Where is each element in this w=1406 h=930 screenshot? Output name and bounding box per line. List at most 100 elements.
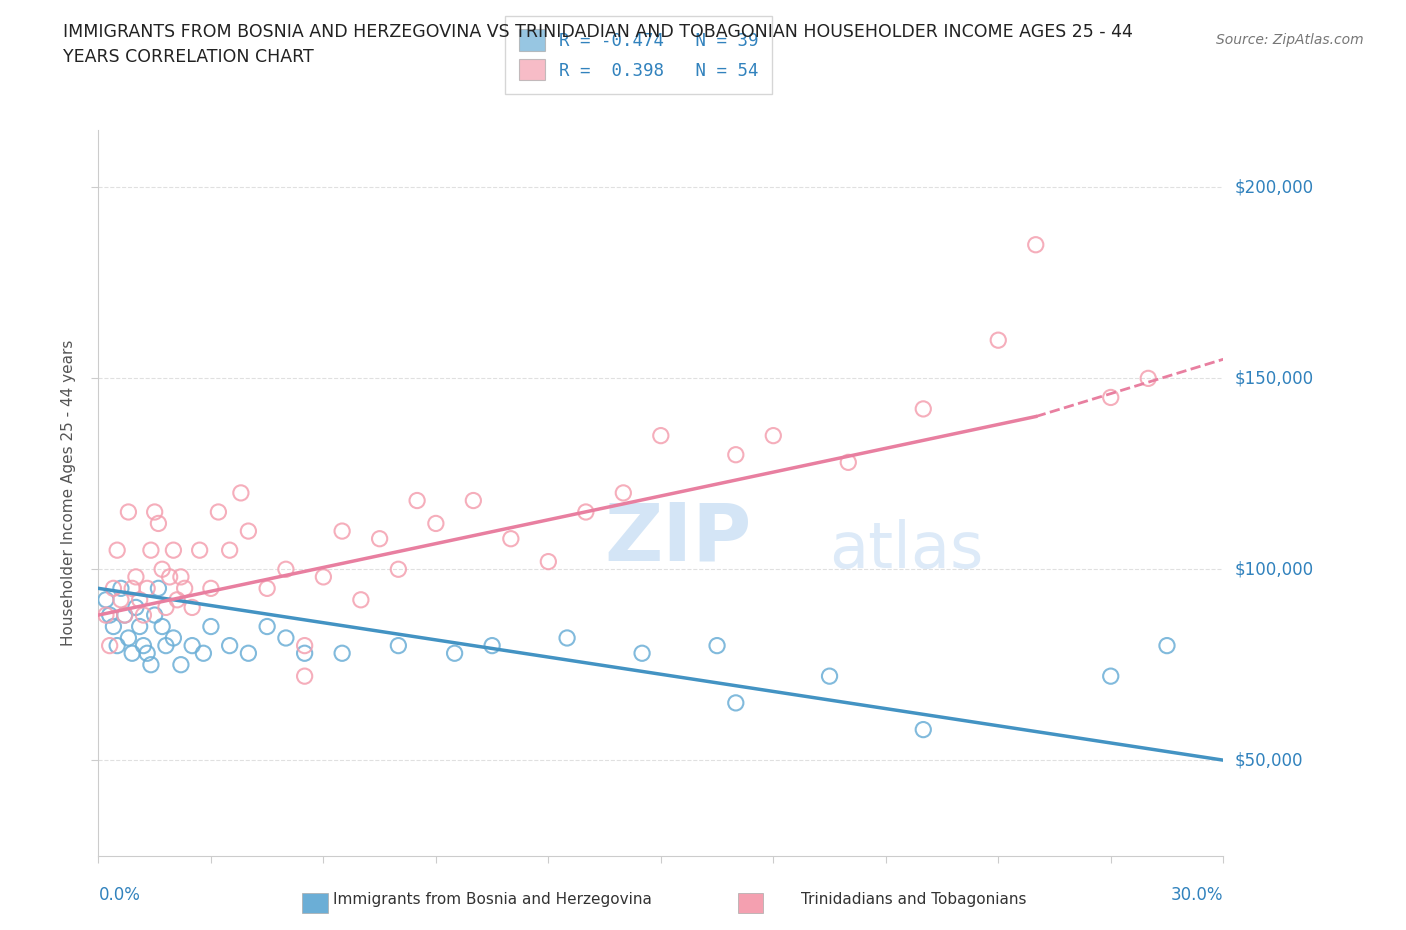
Point <box>724 447 747 462</box>
Point <box>406 493 429 508</box>
Point <box>181 638 204 653</box>
Point <box>1025 237 1047 252</box>
Point <box>200 581 222 596</box>
Text: ZIP: ZIP <box>605 499 752 578</box>
Point <box>387 562 409 577</box>
Point <box>443 645 465 660</box>
Point <box>143 505 166 520</box>
Point <box>132 607 155 622</box>
Point <box>207 505 229 520</box>
Text: 30.0%: 30.0% <box>1171 886 1223 904</box>
Point <box>128 592 150 607</box>
Point <box>294 669 316 684</box>
Point <box>631 645 654 660</box>
Point <box>188 543 211 558</box>
Point <box>125 569 148 584</box>
Text: IMMIGRANTS FROM BOSNIA AND HERZEGOVINA VS TRINIDADIAN AND TOBAGONIAN HOUSEHOLDER: IMMIGRANTS FROM BOSNIA AND HERZEGOVINA V… <box>63 23 1133 41</box>
Point <box>387 638 409 653</box>
Point <box>274 631 297 645</box>
Point <box>294 645 316 660</box>
Point <box>555 631 578 645</box>
Point <box>193 645 215 660</box>
Point <box>114 607 136 622</box>
Point <box>425 516 447 531</box>
Point <box>330 645 353 660</box>
Point <box>238 524 260 538</box>
Point <box>94 592 117 607</box>
Point <box>612 485 634 500</box>
Point <box>155 638 177 653</box>
Point <box>1156 638 1178 653</box>
Point <box>818 669 841 684</box>
Point <box>132 638 155 653</box>
Point <box>103 619 125 634</box>
Point <box>218 543 240 558</box>
Point <box>105 638 128 653</box>
Point <box>121 645 143 660</box>
Text: atlas: atlas <box>830 519 984 581</box>
Text: $50,000: $50,000 <box>1234 751 1303 769</box>
Point <box>200 619 222 634</box>
Text: $100,000: $100,000 <box>1234 560 1313 578</box>
Point <box>238 645 260 660</box>
Point <box>1099 669 1122 684</box>
Text: $200,000: $200,000 <box>1234 179 1313 196</box>
Point <box>136 581 159 596</box>
Text: $150,000: $150,000 <box>1234 369 1313 388</box>
Point <box>256 581 278 596</box>
Point <box>294 638 316 653</box>
Point <box>121 581 143 596</box>
Point <box>110 581 132 596</box>
Point <box>1099 390 1122 405</box>
Point <box>170 569 193 584</box>
Point <box>575 505 598 520</box>
Point <box>537 554 560 569</box>
Point <box>724 696 747 711</box>
Point <box>173 581 195 596</box>
Point <box>481 638 503 653</box>
Point <box>706 638 728 653</box>
Point <box>762 428 785 443</box>
Point <box>105 543 128 558</box>
Point <box>150 562 173 577</box>
Point <box>650 428 672 443</box>
Point <box>837 455 859 470</box>
Point <box>229 485 252 500</box>
Point <box>368 531 391 546</box>
Point <box>136 645 159 660</box>
Point <box>128 619 150 634</box>
Point <box>162 631 184 645</box>
Point <box>162 543 184 558</box>
Point <box>1137 371 1160 386</box>
Text: YEARS CORRELATION CHART: YEARS CORRELATION CHART <box>63 48 314 66</box>
Text: Immigrants from Bosnia and Herzegovina: Immigrants from Bosnia and Herzegovina <box>333 892 651 907</box>
Point <box>143 607 166 622</box>
Text: Trinidadians and Tobagonians: Trinidadians and Tobagonians <box>801 892 1026 907</box>
Point <box>125 600 148 615</box>
Point <box>463 493 485 508</box>
Legend: R = -0.474   N = 39, R =  0.398   N = 54: R = -0.474 N = 39, R = 0.398 N = 54 <box>505 16 772 94</box>
Point <box>98 607 121 622</box>
Text: Source: ZipAtlas.com: Source: ZipAtlas.com <box>1216 33 1364 46</box>
Point <box>117 631 139 645</box>
Point <box>912 723 935 737</box>
Point <box>150 619 173 634</box>
Text: 0.0%: 0.0% <box>98 886 141 904</box>
Point <box>256 619 278 634</box>
Point <box>312 569 335 584</box>
Point <box>148 516 170 531</box>
Point <box>218 638 240 653</box>
Point <box>987 333 1010 348</box>
Point <box>139 658 162 672</box>
Point <box>274 562 297 577</box>
Point <box>166 592 188 607</box>
Point <box>181 600 204 615</box>
Point <box>912 402 935 417</box>
Point <box>94 607 117 622</box>
Point <box>330 524 353 538</box>
Point <box>350 592 373 607</box>
Point <box>148 581 170 596</box>
Point <box>114 607 136 622</box>
Y-axis label: Householder Income Ages 25 - 44 years: Householder Income Ages 25 - 44 years <box>60 339 76 646</box>
Point <box>170 658 193 672</box>
